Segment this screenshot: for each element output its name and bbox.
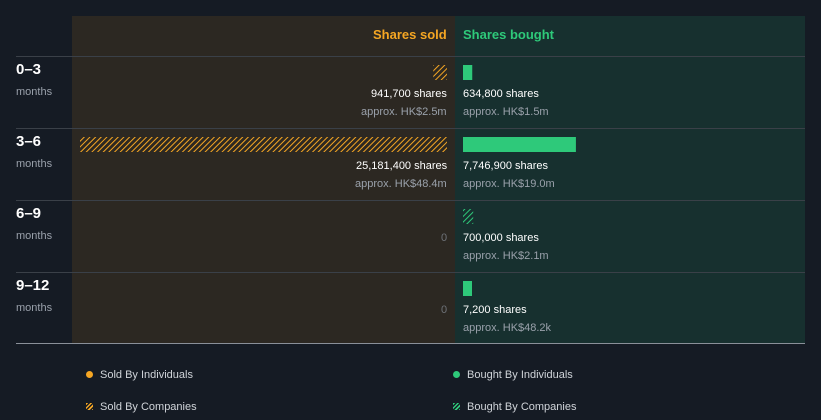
period-unit-label: months [16,86,53,98]
legend-marker [86,402,93,410]
period-label: 3–6 [16,133,42,150]
bought-value-label: approx. HK$1.5m [463,106,549,118]
sold-zero-label: 0 [441,304,448,316]
period-label: 6–9 [16,205,42,222]
bought-bar [463,209,474,224]
legend-item: Bought By Companies [453,401,576,413]
bought-bar [463,65,473,80]
bought-bar [463,137,576,152]
bought-shares-label: 700,000 shares [463,232,539,244]
period-unit-label: months [16,230,53,242]
bought-header: Shares bought [463,27,555,42]
bought-value-label: approx. HK$19.0m [463,178,555,190]
bought-value-label: approx. HK$2.1m [463,250,549,262]
sold-shares-label: 941,700 shares [371,88,447,100]
legend-label: Sold By Individuals [100,369,193,381]
legend-marker [86,370,93,378]
sold-value-label: approx. HK$2.5m [361,106,447,118]
bought-shares-label: 7,200 shares [463,304,527,316]
bought-shares-label: 7,746,900 shares [463,160,549,172]
legend-label: Bought By Companies [467,401,577,413]
legend-label: Sold By Companies [100,401,197,413]
period-label: 9–12 [16,277,50,294]
sold-shares-label: 25,181,400 shares [356,160,448,172]
bought-bar [463,281,472,296]
period-unit-label: months [16,302,53,314]
legend-marker [453,402,460,410]
sold-zero-label: 0 [441,232,448,244]
sold-value-label: approx. HK$48.4m [355,178,447,190]
bought-panel [455,16,805,344]
sold-bar [80,137,447,152]
legend-item: Bought By Individuals [453,369,573,381]
sold-header: Shares sold [373,27,447,42]
legend-label: Bought By Individuals [467,369,573,381]
bought-shares-label: 634,800 shares [463,88,539,100]
period-unit-label: months [16,158,53,170]
sold-bar [433,65,447,80]
bought-value-label: approx. HK$48.2k [463,322,552,334]
legend-item: Sold By Companies [86,401,197,413]
period-label: 0–3 [16,61,42,78]
legend-item: Sold By Individuals [86,369,193,381]
sold-panel [72,16,455,344]
legend-marker [453,370,460,378]
